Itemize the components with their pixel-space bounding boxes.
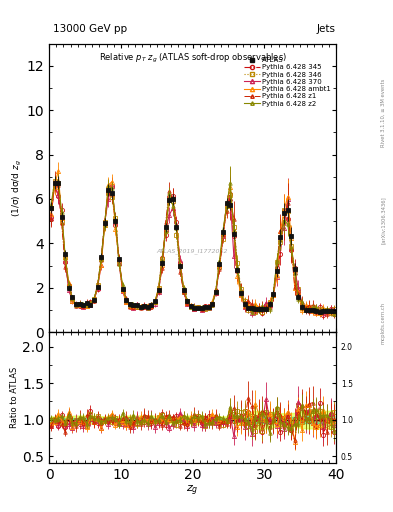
- Legend: ATLAS, Pythia 6.428 345, Pythia 6.428 346, Pythia 6.428 370, Pythia 6.428 ambt1,: ATLAS, Pythia 6.428 345, Pythia 6.428 34…: [243, 56, 332, 108]
- Text: Relative $p_T$ $z_g$ (ATLAS soft-drop observables): Relative $p_T$ $z_g$ (ATLAS soft-drop ob…: [99, 52, 286, 65]
- Y-axis label: (1/σ) dσ/d $z_g$: (1/σ) dσ/d $z_g$: [11, 159, 24, 217]
- Text: 13000 GeV pp: 13000 GeV pp: [53, 24, 127, 34]
- Text: Rivet 3.1.10, ≥ 3M events: Rivet 3.1.10, ≥ 3M events: [381, 78, 386, 147]
- Text: mcplots.cern.ch: mcplots.cern.ch: [381, 302, 386, 344]
- Text: [arXiv:1306.3436]: [arXiv:1306.3436]: [381, 196, 386, 244]
- X-axis label: $z_g$: $z_g$: [186, 484, 199, 498]
- Text: Jets: Jets: [316, 24, 335, 34]
- Y-axis label: Ratio to ATLAS: Ratio to ATLAS: [11, 367, 20, 429]
- Text: ATLAS_2019_I1772062: ATLAS_2019_I1772062: [157, 248, 228, 254]
